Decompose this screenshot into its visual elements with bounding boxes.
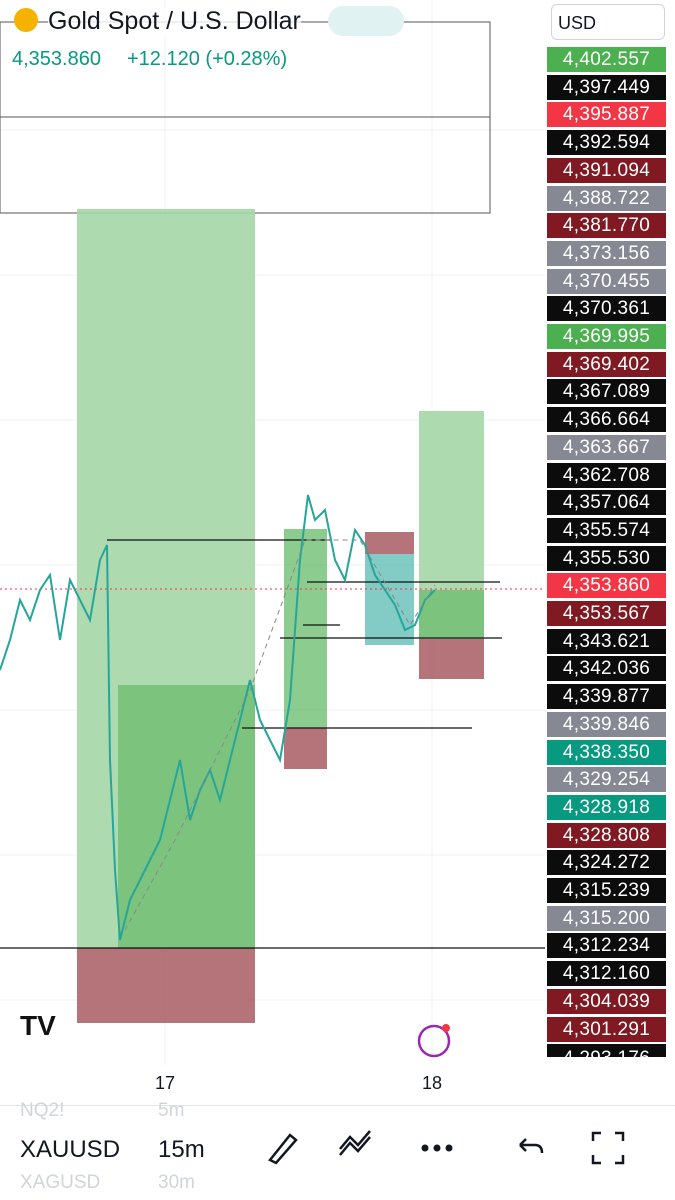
tv-logo: TV bbox=[20, 1010, 56, 1041]
price-label: 4,369.995 bbox=[547, 324, 666, 349]
price-label: 4,391.094 bbox=[547, 157, 666, 183]
symbol-option[interactable]: XAUUSD bbox=[20, 1136, 121, 1163]
price-label: 4,329.254 bbox=[547, 767, 666, 793]
price-label: 4,343.621 bbox=[547, 628, 666, 654]
status-pill[interactable] bbox=[328, 6, 404, 36]
more-icon[interactable] bbox=[421, 1144, 453, 1152]
price-label: 4,355.574 bbox=[547, 517, 666, 543]
price-label: 4,373.156 bbox=[547, 240, 666, 266]
price-label: 4,363.667 bbox=[547, 434, 666, 460]
price-label: 4,366.664 bbox=[547, 407, 666, 433]
fullscreen-icon[interactable] bbox=[591, 1131, 625, 1165]
divider bbox=[0, 1105, 675, 1106]
price-label: 4,370.361 bbox=[547, 296, 666, 322]
price-label: 4,362.708 bbox=[547, 462, 666, 488]
price-label: 4,353.860 bbox=[547, 573, 666, 599]
price-label: 4,339.846 bbox=[547, 711, 666, 737]
symbol-option[interactable]: XAGUSD bbox=[20, 1172, 101, 1193]
interval-option[interactable]: 15m bbox=[158, 1136, 205, 1163]
price-change: +12.120 (+0.28%) bbox=[127, 48, 288, 70]
brush-icon[interactable] bbox=[268, 1133, 298, 1165]
price-label: 4,304.039 bbox=[547, 988, 666, 1014]
price-label: 4,312.160 bbox=[547, 961, 666, 987]
price-label: 4,328.918 bbox=[547, 794, 666, 820]
symbol-title[interactable]: Gold Spot / U.S. Dollar bbox=[48, 7, 301, 36]
price-label: 4,357.064 bbox=[547, 490, 666, 516]
interval-option[interactable]: 5m bbox=[158, 1100, 185, 1121]
flash-icon[interactable] bbox=[417, 1024, 451, 1058]
last-price: 4,353.860 bbox=[12, 48, 101, 70]
price-label: 4,392.594 bbox=[547, 130, 666, 156]
price-label: 4,370.455 bbox=[547, 268, 666, 294]
symbol-icon bbox=[14, 8, 38, 32]
time-label: 17 bbox=[154, 1073, 176, 1093]
price-label: 4,338.350 bbox=[547, 739, 666, 765]
price-label: 4,312.234 bbox=[547, 933, 666, 959]
price-label: 4,369.402 bbox=[547, 351, 666, 377]
price-label: 4,328.808 bbox=[547, 822, 666, 848]
price-label: 4,293.176 bbox=[547, 1044, 666, 1058]
price-label: 4,355.530 bbox=[547, 545, 666, 571]
price-label: 4,342.036 bbox=[547, 656, 666, 682]
time-label: 18 bbox=[421, 1073, 443, 1093]
price-label: 4,315.200 bbox=[547, 905, 666, 931]
price-label: 4,397.449 bbox=[547, 74, 666, 100]
currency-select[interactable]: USD bbox=[551, 4, 665, 40]
symbol-option[interactable]: NQ2! bbox=[20, 1100, 65, 1121]
price-label: 4,324.272 bbox=[547, 850, 666, 876]
undo-icon[interactable] bbox=[519, 1138, 544, 1154]
chart-area: TV bbox=[0, 0, 545, 1065]
interval-option[interactable]: 30m bbox=[158, 1172, 195, 1193]
price-label: 4,301.291 bbox=[547, 1016, 666, 1042]
price-label: 4,402.557 bbox=[547, 47, 666, 72]
price-label: 4,353.567 bbox=[547, 601, 666, 626]
price-label: 4,395.887 bbox=[547, 102, 666, 128]
price-label: 4,315.239 bbox=[547, 878, 666, 903]
price-label: 4,381.770 bbox=[547, 213, 666, 239]
price-label: 4,339.877 bbox=[547, 684, 666, 710]
price-label: 4,367.089 bbox=[547, 379, 666, 405]
toolbar-icons bbox=[268, 1130, 625, 1165]
indicator-icon[interactable] bbox=[339, 1130, 371, 1156]
price-label: 4,388.722 bbox=[547, 185, 666, 211]
